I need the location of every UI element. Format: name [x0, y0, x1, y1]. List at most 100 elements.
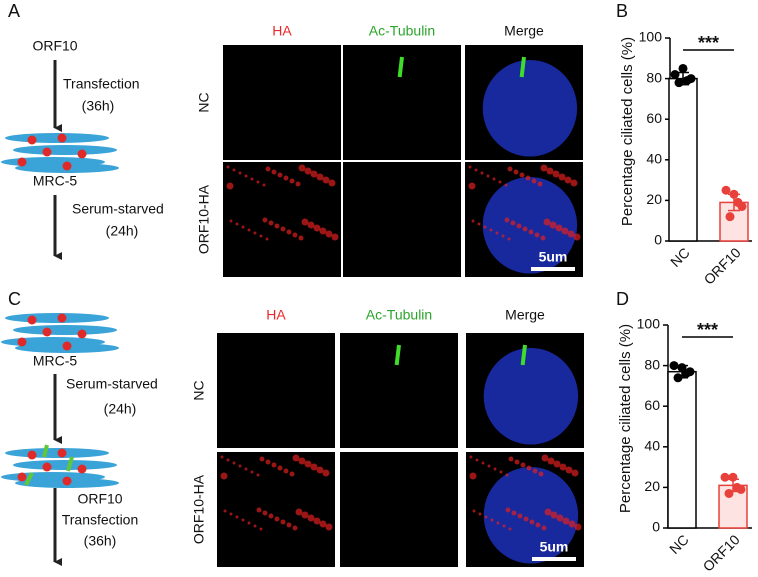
nucleus — [42, 462, 52, 472]
ha-signal — [268, 513, 274, 519]
ha-signal — [220, 472, 228, 480]
diagram-text: Serum-starved — [72, 201, 164, 217]
panel-label: C — [8, 289, 21, 309]
ha-signal — [484, 515, 488, 519]
ha-signal — [271, 462, 277, 468]
ha-signal — [535, 522, 541, 528]
nucleus — [42, 327, 52, 337]
bar — [667, 370, 697, 529]
ha-signal — [307, 514, 315, 522]
ha-signal — [502, 524, 506, 528]
ha-signal — [513, 169, 519, 175]
ha-signal — [265, 166, 271, 172]
nucleus — [17, 472, 27, 482]
ha-signal — [301, 218, 309, 226]
cell — [5, 448, 109, 458]
data-point — [721, 185, 731, 195]
ha-signal — [469, 472, 477, 480]
y-axis-label: Percentage ciliated cells (%) — [617, 324, 634, 513]
ha-signal — [277, 172, 283, 178]
data-point — [724, 488, 734, 498]
ha-signal — [226, 165, 230, 169]
ha-signal — [499, 470, 503, 474]
ha-signal — [319, 520, 327, 528]
ha-signal — [469, 455, 473, 459]
ha-signal — [523, 516, 529, 522]
ha-signal — [304, 167, 312, 175]
ha-signal — [571, 469, 579, 477]
ha-signal — [559, 463, 567, 471]
ha-signal — [319, 227, 327, 235]
ha-signal — [232, 168, 236, 172]
row-label: ORF10-HA — [191, 474, 207, 544]
cell — [5, 313, 109, 323]
ha-signal — [504, 217, 510, 223]
ha-signal — [504, 183, 508, 187]
ha-signal — [286, 522, 292, 528]
ha-signal — [505, 473, 509, 477]
ha-signal — [304, 460, 312, 468]
ha-signal — [490, 518, 494, 522]
ha-signal — [244, 174, 248, 178]
ha-signal — [310, 170, 318, 178]
ha-signal — [561, 227, 569, 235]
data-point — [682, 76, 692, 86]
data-point — [673, 373, 683, 383]
ha-signal — [547, 457, 555, 465]
decoration — [1, 45, 584, 567]
ha-signal — [540, 235, 546, 241]
ha-signal — [549, 221, 557, 229]
ha-signal — [471, 219, 475, 223]
ha-signal — [475, 458, 479, 462]
nucleus — [17, 157, 27, 167]
ha-signal — [250, 177, 254, 181]
y-tick-label: 20 — [646, 191, 662, 207]
data-point — [681, 369, 691, 379]
ha-signal — [280, 226, 286, 232]
cilium — [66, 456, 74, 472]
diagram-text: Serum-starved — [66, 376, 158, 392]
cilium — [519, 56, 526, 78]
ha-signal — [229, 219, 233, 223]
ha-signal — [507, 166, 513, 172]
ha-signal — [508, 527, 512, 531]
dapi — [483, 466, 579, 564]
y-tick-label: 40 — [646, 151, 662, 167]
diagram-text: (36h) — [84, 533, 117, 549]
nucleus — [62, 476, 72, 486]
ha-signal — [552, 170, 560, 178]
ha-signal — [250, 470, 254, 474]
y-tick-label: 40 — [644, 438, 660, 454]
row-label: NC — [196, 92, 212, 112]
nucleus — [77, 149, 87, 159]
ha-signal — [487, 464, 491, 468]
ha-signal — [468, 182, 476, 190]
micrograph — [217, 452, 335, 567]
ha-signal — [277, 465, 283, 471]
ha-signal — [480, 171, 484, 175]
ha-signal — [274, 223, 280, 229]
y-tick-label: 60 — [644, 397, 660, 413]
ha-signal — [526, 465, 532, 471]
ha-signal — [495, 231, 499, 235]
ha-signal — [531, 178, 537, 184]
significance: *** — [697, 320, 718, 340]
row-label: ORF10-HA — [196, 184, 212, 254]
nucleus — [57, 313, 67, 323]
ha-signal — [477, 222, 481, 226]
y-tick-label: 80 — [646, 69, 662, 85]
ha-signal — [316, 466, 324, 474]
ha-signal — [544, 508, 552, 516]
ha-signal — [322, 176, 330, 184]
x-tick-label: ORF10 — [700, 531, 743, 574]
ha-signal — [472, 509, 476, 513]
y-tick-label: 0 — [652, 519, 660, 535]
ha-signal — [489, 228, 493, 232]
nucleus — [17, 337, 27, 347]
ha-signal — [511, 510, 517, 516]
nucleus — [57, 448, 67, 458]
ha-signal — [262, 183, 266, 187]
ha-signal — [253, 524, 257, 528]
y-tick-label: 100 — [639, 29, 663, 45]
ha-signal — [244, 467, 248, 471]
